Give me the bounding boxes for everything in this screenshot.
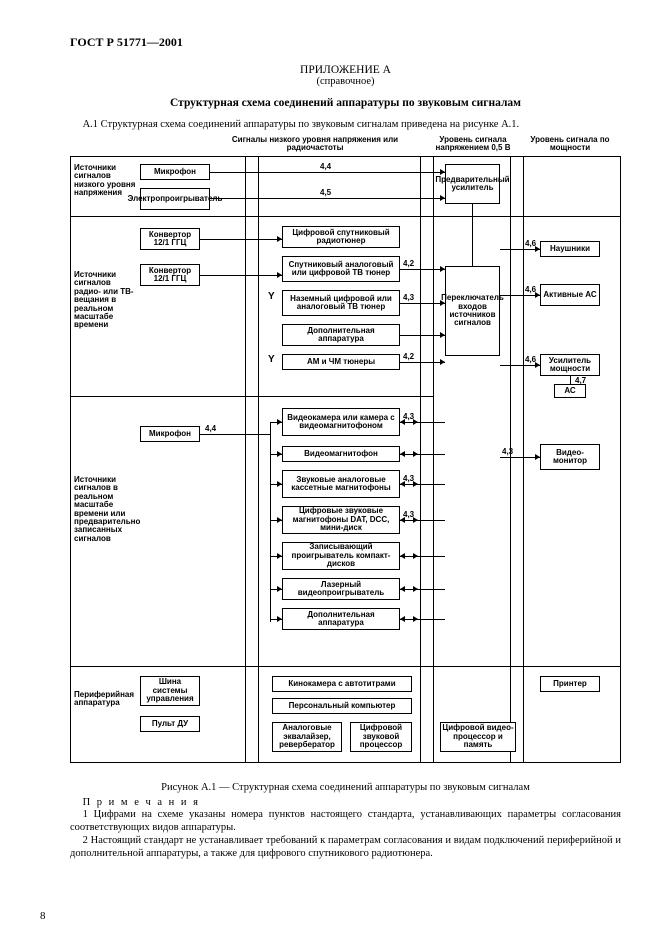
num-43b: 4,3: [403, 412, 414, 421]
box-dsp: Цифровой звуковой процессор: [350, 722, 412, 752]
h-sep2: [70, 396, 433, 397]
h-top: [70, 156, 621, 157]
box-laser: Лазерный видеопроигрыватель: [282, 578, 400, 600]
group-label-3: Источники сигналов в реальном масштабе в…: [74, 476, 136, 543]
main-title: Структурная схема соединений аппаратуры …: [70, 97, 621, 109]
box-mic2: Микрофон: [140, 426, 200, 442]
num-43a: 4,3: [403, 293, 414, 302]
box-remote: Пульт ДУ: [140, 716, 200, 732]
box-aux2: Дополнительная аппаратура: [282, 608, 400, 630]
v-col3: [420, 156, 421, 762]
v-col4: [510, 156, 511, 762]
doc-header: ГОСТ Р 51771—2001: [70, 35, 621, 50]
box-mon: Видео-монитор: [540, 444, 600, 470]
antenna-icon: Y: [268, 291, 275, 302]
box-eq: Аналоговые эквалайзер, ревербератор: [272, 722, 342, 752]
box-tape: Звуковые аналоговые кассетные магнитофон…: [282, 470, 400, 498]
box-vproc: Цифровой видео-процессор и память: [440, 722, 516, 752]
box-conv1: Конвертор 12/1 ГГЦ: [140, 228, 200, 250]
v-col3b: [433, 156, 434, 762]
annex-subtitle: (справочное): [70, 76, 621, 87]
box-terr: Наземный цифровой или аналоговый ТВ тюне…: [282, 290, 400, 316]
box-switch: Переключатель входов источников сигналов: [445, 266, 500, 356]
h-bottom: [70, 762, 621, 763]
num-43e: 4,3: [502, 447, 513, 456]
col-header-2: Уровень сигнала напряжением 0,5 В: [428, 136, 518, 153]
antenna-icon: Y: [268, 354, 275, 365]
box-spk: АС: [554, 384, 586, 398]
col-header-3: Уровень сигнала по мощности: [530, 136, 610, 153]
col-header-1: Сигналы низкого уровня напряжения или ра…: [230, 136, 400, 153]
box-sat: Цифровой спутниковый радиотюнер: [282, 226, 400, 248]
num-44a: 4,4: [320, 162, 331, 171]
num-44b: 4,4: [205, 424, 216, 433]
box-phones: Наушники: [540, 241, 600, 257]
page-number: 8: [40, 910, 46, 922]
v-frame-right: [620, 156, 621, 762]
box-amfm: АМ и ЧМ тюнеры: [282, 354, 400, 370]
num-46c: 4,6: [525, 355, 536, 364]
num-46b: 4,6: [525, 285, 536, 294]
num-47: 4,7: [575, 376, 586, 385]
num-42b: 4,2: [403, 352, 414, 361]
box-prn: Принтер: [540, 676, 600, 692]
box-cd: Записывающий проигрыватель компакт-диско…: [282, 542, 400, 570]
box-cam: Видеокамера или камера с видеомагнитофон…: [282, 408, 400, 436]
num-43d: 4,3: [403, 510, 414, 519]
box-vcr: Видеомагнитофон: [282, 446, 400, 462]
box-active: Активные АС: [540, 284, 600, 306]
box-bus: Шина системы управления: [140, 676, 200, 706]
v-frame-left: [70, 156, 71, 762]
v-col4b: [523, 156, 524, 762]
box-mic: Микрофон: [140, 164, 210, 180]
group-label-4: Периферийная аппаратура: [74, 691, 136, 708]
num-46a: 4,6: [525, 239, 536, 248]
annex-title: ПРИЛОЖЕНИЕ А: [70, 64, 621, 76]
diagram: Сигналы низкого уровня напряжения или ра…: [70, 136, 621, 776]
h-sep1: [70, 216, 621, 217]
num-45: 4,5: [320, 188, 331, 197]
box-preamp: Предварительный усилитель: [445, 164, 500, 204]
box-sat-tv: Спутниковый аналоговый или цифровой ТВ т…: [282, 256, 400, 282]
num-43c: 4,3: [403, 474, 414, 483]
group-label-2: Источники сигналов радио- или ТВ-вещания…: [74, 271, 136, 330]
box-conv2: Конвертор 12/1 ГГЦ: [140, 264, 200, 286]
note-1: 1 Цифрами на схеме указаны номера пункто…: [70, 808, 621, 834]
box-pc: Персональный компьютер: [272, 698, 412, 714]
figure-caption: Рисунок А.1 — Структурная схема соединен…: [70, 782, 621, 793]
intro-text: А.1 Структурная схема соединений аппарат…: [70, 119, 621, 130]
notes-heading: П р и м е ч а н и я: [70, 797, 621, 808]
box-phono: Электропроигрыватель: [140, 188, 210, 210]
box-aux1: Дополнительная аппаратура: [282, 324, 400, 346]
note-2: 2 Настоящий стандарт не устанавливает тр…: [70, 834, 621, 860]
box-dat: Цифровые звуковые магнитофоны DAT, DCC, …: [282, 506, 400, 534]
box-amp: Усилитель мощности: [540, 354, 600, 376]
v-col2b: [258, 156, 259, 762]
h-sep3: [70, 666, 621, 667]
box-kine: Кинокамера с автотитрами: [272, 676, 412, 692]
v-col2: [245, 156, 246, 762]
num-42a: 4,2: [403, 259, 414, 268]
group-label-1: Источники сигналов низкого уровня напряж…: [74, 164, 136, 198]
